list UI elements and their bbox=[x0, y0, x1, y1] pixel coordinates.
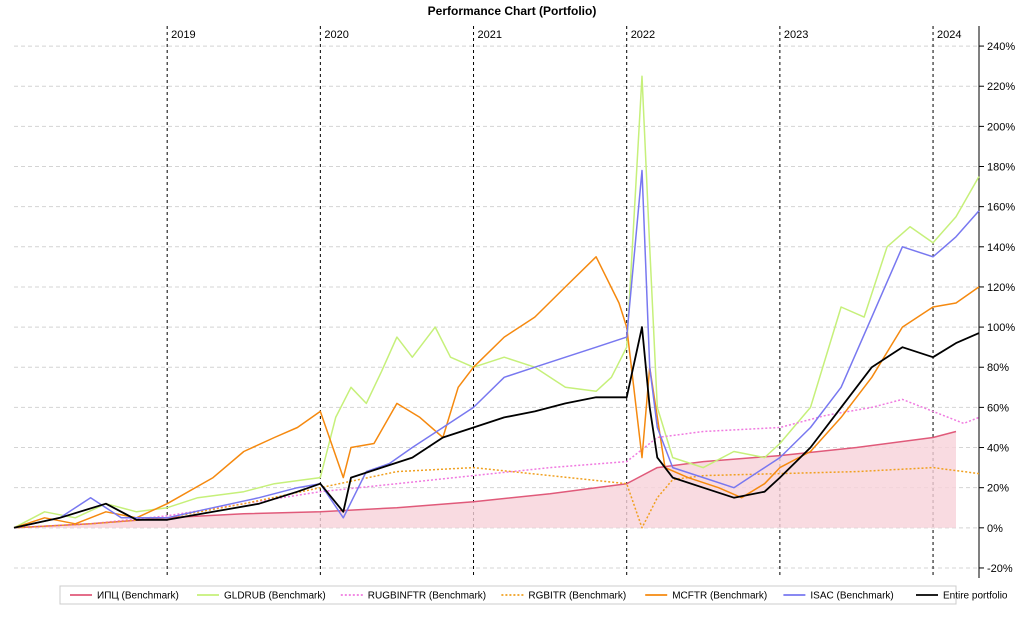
legend-label: RUGBINFTR (Benchmark) bbox=[368, 591, 486, 602]
y-tick-label: 220% bbox=[987, 81, 1015, 93]
y-tick-label: 20% bbox=[987, 483, 1009, 495]
year-label: 2019 bbox=[171, 29, 195, 41]
y-tick-label: -20% bbox=[987, 563, 1013, 575]
y-tick-label: 180% bbox=[987, 162, 1015, 174]
legend-box bbox=[59, 585, 957, 605]
series-area bbox=[14, 431, 956, 528]
legend-label: ISAC (Benchmark) bbox=[810, 591, 893, 602]
series-line bbox=[13, 326, 980, 529]
y-tick-label: 80% bbox=[987, 362, 1009, 374]
series-line bbox=[13, 75, 980, 529]
legend-label: RGBITR (Benchmark) bbox=[528, 591, 626, 602]
y-tick-label: 200% bbox=[987, 121, 1015, 133]
y-tick-label: 100% bbox=[987, 322, 1015, 334]
series-line bbox=[13, 466, 980, 529]
legend-label: ИПЦ (Benchmark) bbox=[97, 591, 179, 602]
y-tick-label: 40% bbox=[987, 443, 1009, 455]
year-label: 2023 bbox=[784, 29, 808, 41]
y-tick-label: 0% bbox=[987, 523, 1003, 535]
year-label: 2024 bbox=[937, 29, 961, 41]
y-tick-label: 240% bbox=[987, 41, 1015, 53]
legend-label: GLDRUB (Benchmark) bbox=[224, 591, 326, 602]
y-tick-label: 140% bbox=[987, 242, 1015, 254]
year-label: 2021 bbox=[478, 29, 502, 41]
legend-label: Entire portfolio bbox=[943, 591, 1008, 602]
y-tick-label: 160% bbox=[987, 202, 1015, 214]
series-line bbox=[13, 430, 957, 529]
series-line bbox=[13, 169, 980, 529]
year-label: 2022 bbox=[631, 29, 655, 41]
year-label: 2020 bbox=[324, 29, 348, 41]
series-line bbox=[13, 256, 980, 529]
legend: ИПЦ (Benchmark) GLDRUB (Benchmark) RUGBINF… bbox=[59, 585, 1008, 605]
legend-label: MCFTR (Benchmark) bbox=[672, 591, 767, 602]
y-tick-label: 120% bbox=[987, 282, 1015, 294]
chart-title: Performance Chart (Portfolio) bbox=[428, 4, 597, 18]
y-tick-label: 60% bbox=[987, 402, 1009, 414]
